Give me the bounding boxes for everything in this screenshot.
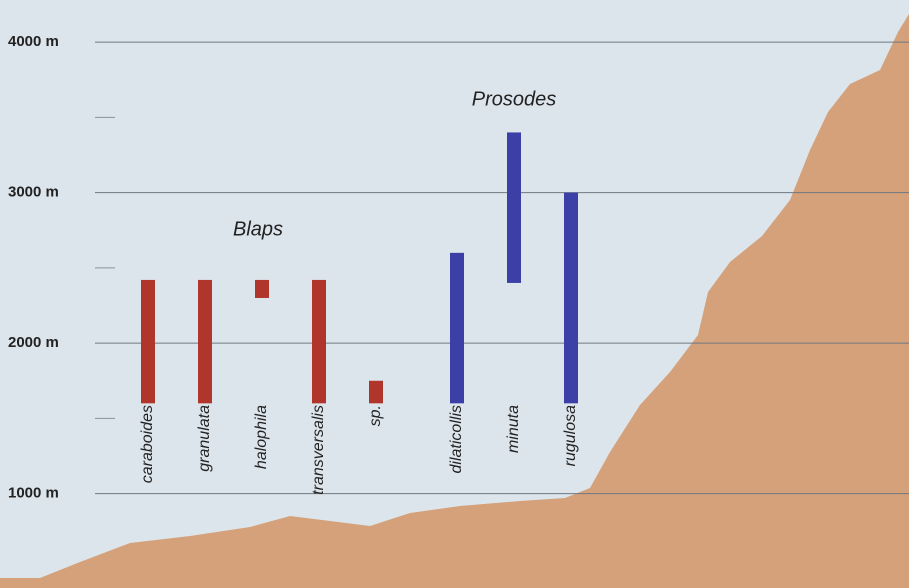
range-bar	[255, 280, 269, 298]
category-label: sp.	[367, 405, 384, 426]
y-tick-label: 4000 m	[8, 33, 59, 50]
range-bar	[369, 381, 383, 404]
category-label: rugulosa	[562, 405, 579, 466]
group-label: Prosodes	[472, 88, 557, 110]
range-bar	[450, 253, 464, 403]
range-bar	[198, 280, 212, 403]
category-label: minuta	[505, 405, 522, 453]
y-tick-label: 2000 m	[8, 334, 59, 351]
y-tick-label: 3000 m	[8, 184, 59, 201]
range-bar	[141, 280, 155, 403]
category-label: transversalis	[310, 405, 327, 495]
category-label: dilaticollis	[448, 405, 465, 473]
range-bar	[507, 132, 521, 282]
range-bar	[312, 280, 326, 403]
y-tick-label: 1000 m	[8, 485, 59, 502]
category-label: caraboides	[139, 405, 156, 483]
range-bar	[564, 193, 578, 404]
group-label: Blaps	[233, 218, 283, 240]
category-label: granulata	[196, 405, 213, 472]
chart: Blaps Prosodes 1000 m 2000 m 3000 m 4000 m c…	[0, 0, 909, 588]
category-label: halophila	[253, 405, 270, 469]
